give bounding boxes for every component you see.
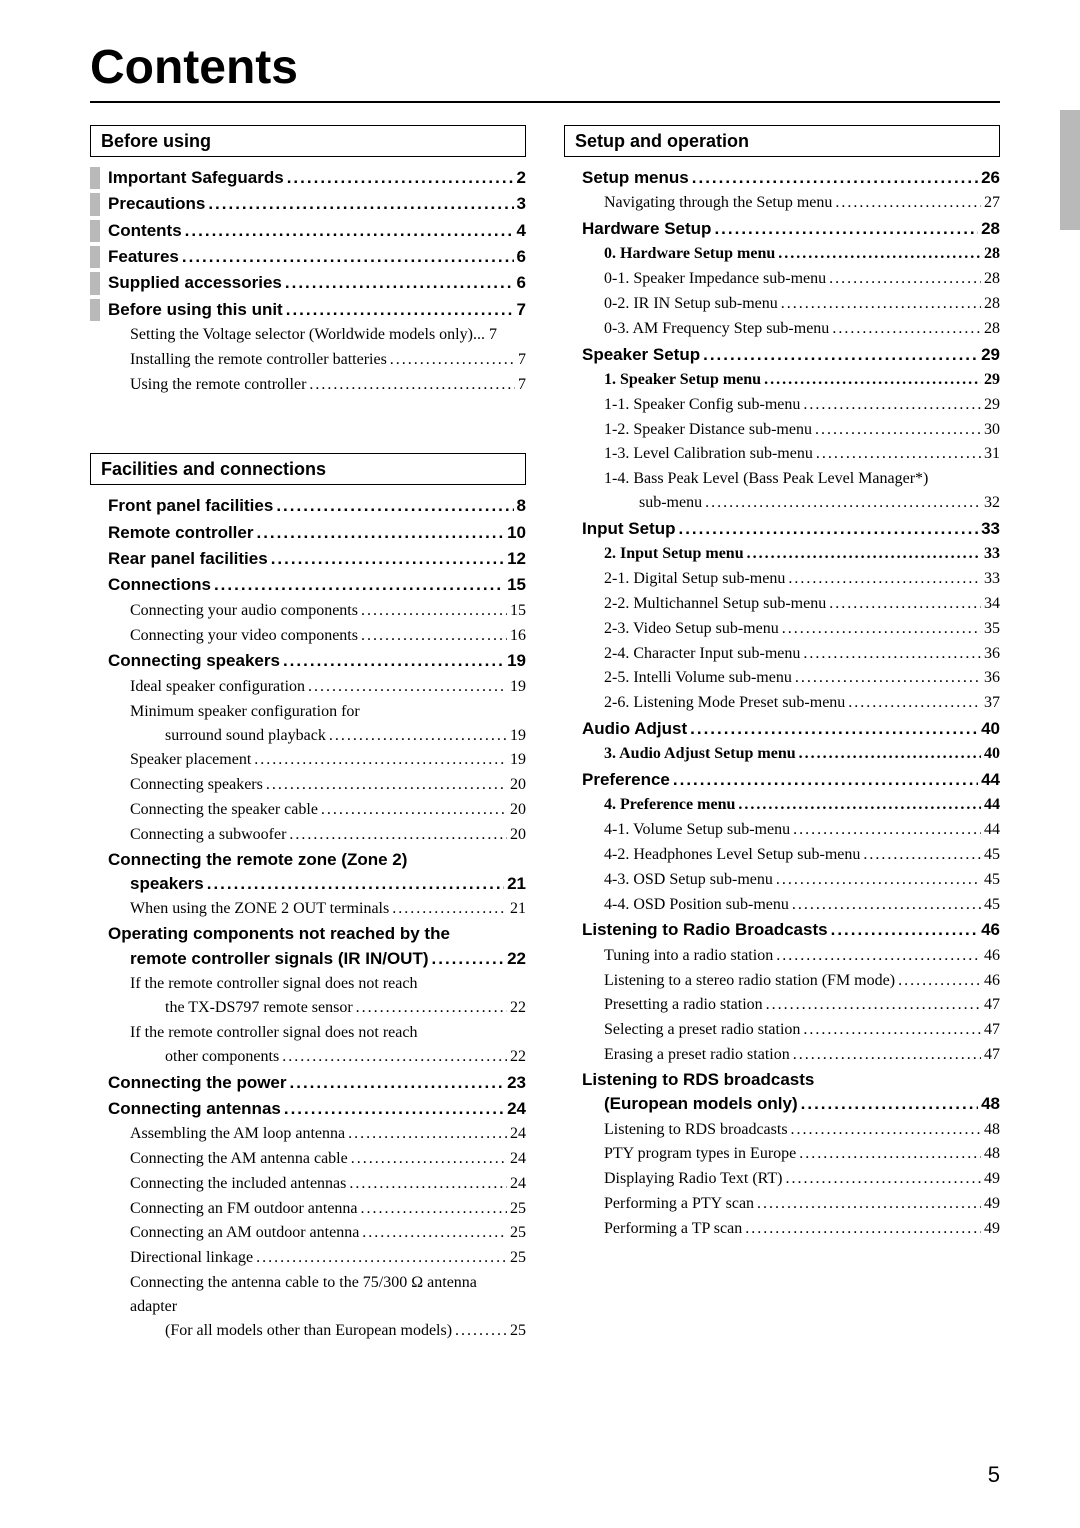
toc-entry: Displaying Radio Text (RT)..............…	[564, 1167, 1000, 1192]
toc-entry: Front panel facilities..................…	[90, 493, 526, 519]
toc-entry: Connecting the included antennas........…	[90, 1172, 526, 1197]
toc-entry: When using the ZONE 2 OUT terminals.....…	[90, 897, 526, 922]
toc-entry: Connecting an FM outdoor antenna........…	[90, 1197, 526, 1222]
toc-entry: Connecting the speaker cable............…	[90, 798, 526, 823]
toc-entry: Before using this unit..................…	[90, 297, 526, 323]
toc-entry: Connecting an AM outdoor antenna........…	[90, 1221, 526, 1246]
toc-entry: Listening to Radio Broadcasts...........…	[564, 917, 1000, 943]
toc-entry: Contents................................…	[90, 218, 526, 244]
toc-entry: 2-3. Video Setup sub-menu...............…	[564, 617, 1000, 642]
toc-entry: 0-1. Speaker Impedance sub-menu.........…	[564, 267, 1000, 292]
page-title: Contents	[90, 40, 1000, 95]
toc-entry: 4-1. Volume Setup sub-menu..............…	[564, 818, 1000, 843]
toc-entry: 1-1. Speaker Config sub-menu............…	[564, 393, 1000, 418]
toc-entry: Connecting your audio components........…	[90, 599, 526, 624]
toc-entry: Navigating through the Setup menu.......…	[564, 191, 1000, 216]
toc-entry: Connecting your video components........…	[90, 624, 526, 649]
toc-entry: Input Setup.............................…	[564, 516, 1000, 542]
toc-entry: 2-5. Intelli Volume sub-menu............…	[564, 666, 1000, 691]
toc-entry: Preference..............................…	[564, 767, 1000, 793]
toc-entry: Assembling the AM loop antenna..........…	[90, 1122, 526, 1147]
right-column: Setup and operation Setup menus..........…	[564, 125, 1000, 1344]
toc-entry: Erasing a preset radio station..........…	[564, 1043, 1000, 1068]
side-tab	[1060, 110, 1080, 230]
toc-entry: Connecting a subwoofer..................…	[90, 823, 526, 848]
toc-entry: Audio Adjust............................…	[564, 716, 1000, 742]
toc-entry: (For all models other than European mode…	[90, 1319, 526, 1344]
toc-entry: Connecting the remote zone (Zone 2)speak…	[90, 848, 526, 898]
toc-entry: Speaker Setup...........................…	[564, 342, 1000, 368]
toc-entry: 1-4. Bass Peak Level (Bass Peak Level Ma…	[564, 467, 1000, 491]
toc-entry: Using the remote controller.............…	[90, 373, 526, 398]
toc-entry: Rear panel facilities...................…	[90, 546, 526, 572]
toc-entry: Directional linkage.....................…	[90, 1246, 526, 1271]
toc-entry: Connecting the power....................…	[90, 1070, 526, 1096]
toc-entry: PTY program types in Europe.............…	[564, 1142, 1000, 1167]
toc-entry: 2. Input Setup menu.....................…	[564, 542, 1000, 567]
toc-entry: Selecting a preset radio station........…	[564, 1018, 1000, 1043]
toc-entry: Setting the Voltage selector (Worldwide …	[90, 323, 526, 348]
toc-entry: Performing a PTY scan...................…	[564, 1192, 1000, 1217]
toc-entry: Installing the remote controller batteri…	[90, 348, 526, 373]
toc-entry: 2-2. Multichannel Setup sub-menu........…	[564, 592, 1000, 617]
toc-entry: Speaker placement.......................…	[90, 748, 526, 773]
toc-entry: If the remote controller signal does not…	[90, 1021, 526, 1045]
toc-entry: Connecting the antenna cable to the 75/3…	[90, 1271, 526, 1319]
toc-entry: 4-2. Headphones Level Setup sub-menu....…	[564, 843, 1000, 868]
toc-entry: Connecting speakers.....................…	[90, 648, 526, 674]
section-heading: Before using	[90, 125, 526, 157]
toc-entry: Precautions.............................…	[90, 191, 526, 217]
toc-entry: Setup menus.............................…	[564, 165, 1000, 191]
toc-entry: 4-4. OSD Position sub-menu..............…	[564, 893, 1000, 918]
toc-entry: Performing a TP scan....................…	[564, 1217, 1000, 1242]
toc-entry: 0-3. AM Frequency Step sub-menu.........…	[564, 317, 1000, 342]
toc-entry: Tuning into a radio station.............…	[564, 944, 1000, 969]
toc-entry: If the remote controller signal does not…	[90, 972, 526, 996]
toc-entry: surround sound playback.................…	[90, 724, 526, 749]
toc-entry: 2-4. Character Input sub-menu...........…	[564, 642, 1000, 667]
toc-entry: Connecting antennas.....................…	[90, 1096, 526, 1122]
section-heading: Facilities and connections	[90, 453, 526, 485]
page-number: 5	[988, 1462, 1000, 1488]
toc-entry: 0. Hardware Setup menu..................…	[564, 242, 1000, 267]
toc-entry: 4-3. OSD Setup sub-menu.................…	[564, 868, 1000, 893]
toc-entry: Minimum speaker configuration for	[90, 700, 526, 724]
toc-entry: 2-1. Digital Setup sub-menu.............…	[564, 567, 1000, 592]
toc-entry: Operating components not reached by ther…	[90, 922, 526, 972]
toc-entry: Listening to a stereo radio station (FM …	[564, 969, 1000, 994]
toc-entry: Supplied accessories....................…	[90, 270, 526, 296]
toc-entry: other components........................…	[90, 1045, 526, 1070]
toc-entry: Connecting the AM antenna cable.........…	[90, 1147, 526, 1172]
left-column: Before using Important Safeguards........…	[90, 125, 526, 1344]
toc-entry: Remote controller.......................…	[90, 520, 526, 546]
toc-entry: 1-3. Level Calibration sub-menu.........…	[564, 442, 1000, 467]
section-heading: Setup and operation	[564, 125, 1000, 157]
toc-entry: 0-2. IR IN Setup sub-menu...............…	[564, 292, 1000, 317]
toc-entry: Hardware Setup..........................…	[564, 216, 1000, 242]
toc-entry: Connecting speakers.....................…	[90, 773, 526, 798]
toc-entry: 1-2. Speaker Distance sub-menu..........…	[564, 418, 1000, 443]
toc-entry: Listening to RDS broadcasts(European mod…	[564, 1068, 1000, 1118]
toc-entry: Ideal speaker configuration.............…	[90, 675, 526, 700]
title-rule	[90, 101, 1000, 103]
toc-entry: 1. Speaker Setup menu...................…	[564, 368, 1000, 393]
toc-entry: 3. Audio Adjust Setup menu..............…	[564, 742, 1000, 767]
toc-entry: 2-6. Listening Mode Preset sub-menu.....…	[564, 691, 1000, 716]
toc-entry: sub-menu................................…	[564, 491, 1000, 516]
toc-entry: Important Safeguards....................…	[90, 165, 526, 191]
toc-entry: Listening to RDS broadcasts.............…	[564, 1118, 1000, 1143]
toc-entry: Presetting a radio station..............…	[564, 993, 1000, 1018]
toc-entry: 4. Preference menu......................…	[564, 793, 1000, 818]
toc-entry: the TX-DS797 remote sensor..............…	[90, 996, 526, 1021]
toc-entry: Features................................…	[90, 244, 526, 270]
toc-entry: Connections.............................…	[90, 572, 526, 598]
columns: Before using Important Safeguards........…	[90, 125, 1000, 1344]
